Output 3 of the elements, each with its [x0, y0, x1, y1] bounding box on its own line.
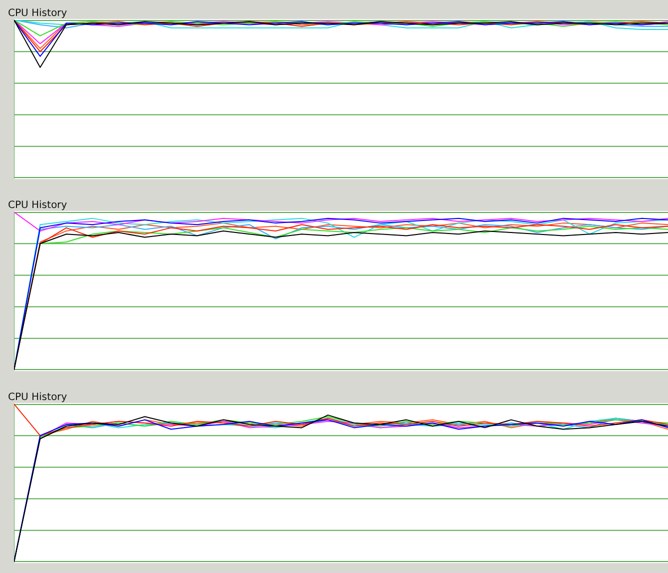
- chart-title: CPU History: [7, 7, 68, 19]
- chart-title: CPU History: [7, 199, 68, 211]
- chart-title: CPU History: [7, 391, 68, 403]
